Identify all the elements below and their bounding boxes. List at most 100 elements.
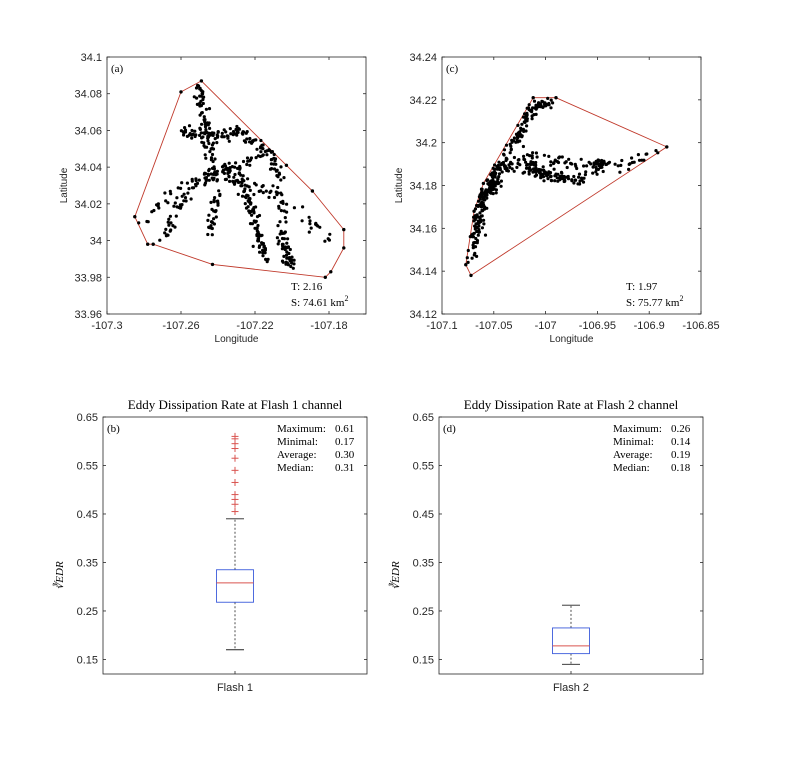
scatter-point: [194, 177, 198, 181]
stat-value: 0.26: [671, 423, 691, 435]
scatter-point: [261, 254, 265, 258]
y-tick-label: 34.1: [81, 52, 102, 64]
scatter-point: [534, 160, 538, 165]
scatter-point: [261, 153, 265, 157]
scatter-point: [209, 224, 213, 228]
scatter-point: [190, 186, 195, 190]
scatter-point: [475, 254, 479, 258]
scatter-point: [522, 157, 526, 161]
scatter-point: [282, 176, 286, 180]
scatter-point: [520, 122, 524, 126]
scatter-point: [199, 104, 203, 108]
scatter-point: [158, 238, 162, 242]
scatter-point: [466, 248, 470, 253]
scatter-point: [525, 113, 529, 117]
scatter-point: [592, 163, 596, 167]
scatter-point: [481, 181, 486, 186]
scatter-point: [263, 149, 267, 154]
scatter-point: [182, 131, 186, 135]
scatter-point: [179, 90, 183, 94]
category-label: Flash 2: [553, 682, 589, 694]
scatter-point: [164, 227, 168, 231]
scatter-point: [223, 162, 227, 166]
scatter-point: [307, 215, 311, 219]
scatter-point: [213, 170, 217, 174]
y-tick-label: 0.55: [413, 460, 434, 472]
scatter-point: [530, 156, 534, 160]
scatter-point: [616, 164, 620, 168]
scatter-point: [286, 237, 290, 241]
scatter-point: [587, 160, 591, 164]
scatter-point: [547, 103, 551, 107]
scatter-point: [267, 195, 271, 199]
chart-panel-d: 0.15 0.25 0.35 0.45 0.55 0.65 (d) Eddy Dissipat…: [388, 397, 704, 694]
y-tick-label: 0.55: [77, 460, 98, 472]
scatter-point: [278, 220, 282, 224]
scatter-point: [244, 131, 248, 135]
scatter-point: [206, 123, 210, 127]
scatter-point: [182, 192, 186, 196]
annotation-s-sup: 2: [679, 294, 683, 303]
y-tick-label: 0.25: [77, 606, 98, 618]
scatter-point: [474, 216, 478, 220]
scatter-point: [328, 232, 332, 236]
y-tick-label: 34.22: [409, 95, 437, 107]
annotation-s-sup: 2: [344, 294, 348, 303]
scatter-point: [601, 160, 605, 164]
scatter-point: [283, 216, 287, 220]
y-tick-label: 0.35: [413, 557, 434, 569]
y-tick-label: 0.65: [413, 412, 434, 424]
scatter-point: [184, 199, 188, 203]
scatter-point: [189, 197, 193, 201]
scatter-point: [244, 196, 248, 200]
scatter-point: [483, 189, 488, 193]
scatter-point: [538, 170, 542, 174]
scatter-point: [200, 136, 204, 140]
scatter-point: [575, 166, 579, 171]
scatter-point: [519, 126, 523, 130]
scatter-points: [464, 96, 669, 278]
scatter-point: [316, 224, 320, 228]
scatter-point: [216, 199, 220, 203]
scatter-point: [212, 222, 216, 226]
scatter-point: [539, 174, 543, 178]
panel-label: (b): [107, 423, 120, 435]
scatter-point: [203, 122, 207, 126]
scatter-point: [285, 202, 289, 206]
x-tick-label: -107.22: [236, 320, 273, 332]
scatter-point: [145, 219, 149, 224]
scatter-point: [562, 174, 566, 179]
x-tick-label: -107.05: [475, 320, 512, 332]
scatter-point: [259, 138, 263, 143]
x-axis-label: Longitude: [215, 334, 259, 345]
scatter-point: [290, 261, 294, 265]
scatter-point: [534, 170, 538, 174]
scatter-point: [239, 173, 243, 177]
scatter-point: [199, 79, 204, 83]
scatter-point: [252, 210, 256, 214]
scatter-point: [277, 239, 281, 243]
scatter-point: [301, 205, 305, 209]
x-tick-label: -106.85: [682, 320, 719, 332]
scatter-point: [640, 158, 644, 162]
scatter-point: [272, 162, 276, 166]
scatter-point: [490, 184, 494, 188]
scatter-point: [197, 178, 201, 182]
scatter-point: [613, 162, 617, 166]
category-label: Flash 1: [217, 682, 253, 694]
scatter-point: [276, 175, 280, 179]
scatter-point: [156, 202, 160, 206]
scatter-point: [290, 255, 294, 259]
scatter-point: [220, 131, 224, 135]
scatter-point: [183, 196, 188, 200]
scatter-point: [504, 143, 509, 147]
scatter-point: [286, 262, 290, 266]
scatter-point: [619, 163, 623, 167]
scatter-point: [521, 127, 526, 131]
scatter-point: [137, 221, 141, 225]
scatter-point: [490, 187, 494, 191]
scatter-point: [491, 175, 495, 179]
scatter-point: [279, 209, 283, 213]
scatter-point: [488, 186, 492, 190]
